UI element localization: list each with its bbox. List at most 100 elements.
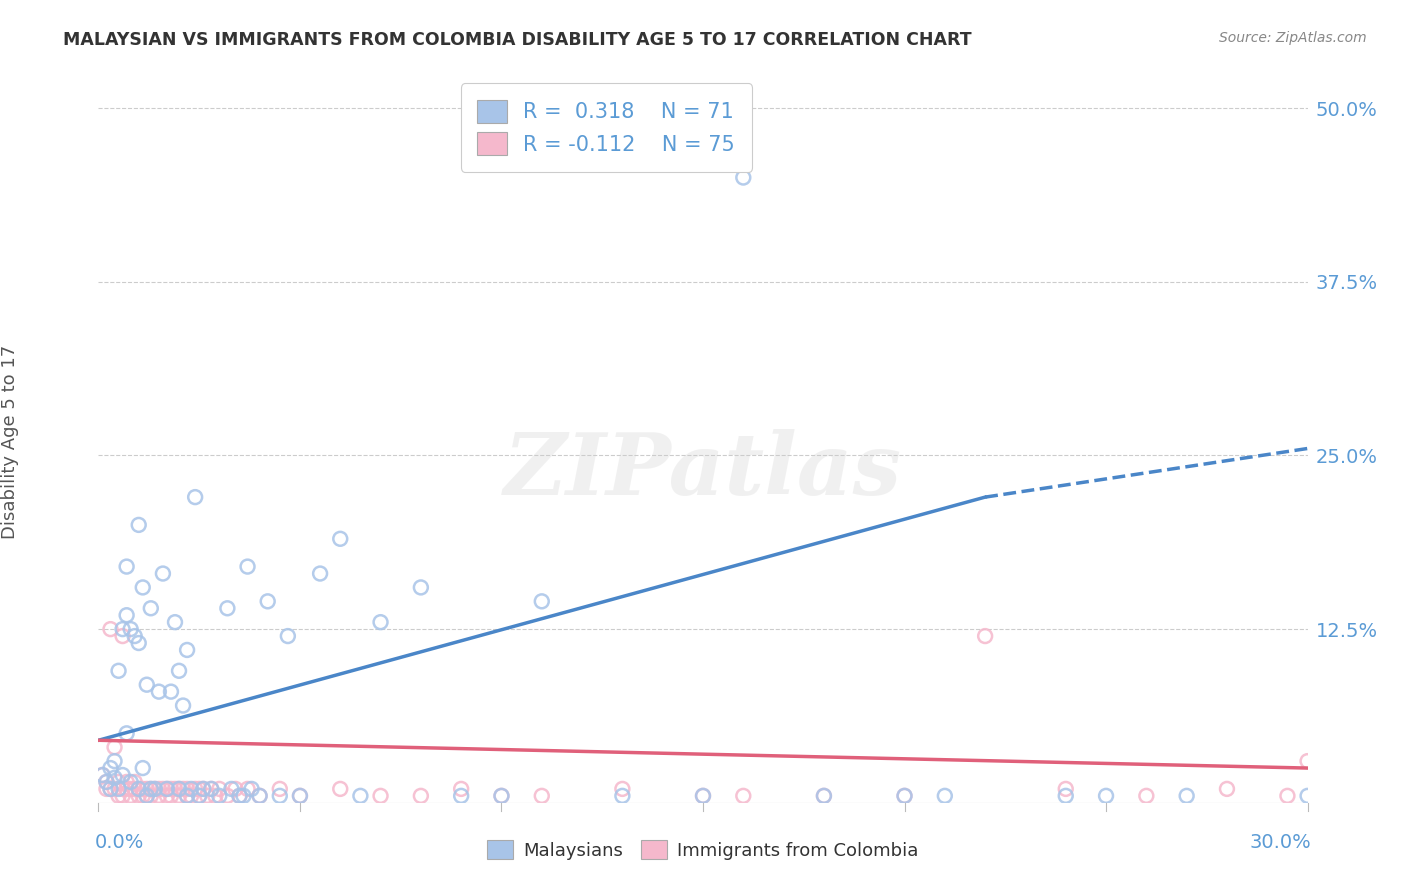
- Point: [217, 601, 239, 615]
- Point: [1054, 789, 1077, 803]
- Point: [160, 789, 183, 803]
- Point: [256, 594, 278, 608]
- Point: [733, 789, 755, 803]
- Point: [115, 726, 138, 740]
- Point: [269, 781, 291, 796]
- Point: [409, 581, 432, 595]
- Point: [193, 781, 215, 796]
- Point: [224, 781, 246, 796]
- Text: 0.0%: 0.0%: [94, 833, 143, 853]
- Point: [107, 789, 129, 803]
- Point: [349, 789, 371, 803]
- Point: [188, 789, 211, 803]
- Point: [232, 789, 254, 803]
- Point: [1095, 789, 1118, 803]
- Point: [188, 789, 211, 803]
- Point: [135, 789, 157, 803]
- Point: [450, 781, 472, 796]
- Point: [1296, 754, 1319, 768]
- Point: [184, 490, 207, 504]
- Point: [329, 781, 352, 796]
- Point: [167, 781, 190, 796]
- Point: [96, 781, 118, 796]
- Point: [692, 789, 714, 803]
- Point: [128, 781, 150, 796]
- Point: [1135, 789, 1157, 803]
- Point: [974, 629, 997, 643]
- Point: [96, 775, 118, 789]
- Point: [193, 781, 215, 796]
- Point: [139, 601, 162, 615]
- Point: [115, 781, 138, 796]
- Point: [409, 789, 432, 803]
- Point: [160, 684, 183, 698]
- Point: [240, 781, 263, 796]
- Point: [180, 781, 202, 796]
- Point: [1054, 781, 1077, 796]
- Point: [329, 532, 352, 546]
- Point: [450, 789, 472, 803]
- Point: [228, 789, 250, 803]
- Point: [217, 789, 239, 803]
- Point: [167, 781, 190, 796]
- Point: [221, 781, 243, 796]
- Point: [195, 789, 218, 803]
- Point: [111, 629, 134, 643]
- Point: [139, 789, 162, 803]
- Point: [288, 789, 311, 803]
- Point: [111, 781, 134, 796]
- Point: [128, 789, 150, 803]
- Point: [152, 566, 174, 581]
- Point: [612, 781, 634, 796]
- Point: [128, 517, 150, 532]
- Point: [96, 775, 118, 789]
- Point: [148, 684, 170, 698]
- Point: [107, 664, 129, 678]
- Point: [733, 170, 755, 185]
- Point: [893, 789, 915, 803]
- Point: [491, 789, 513, 803]
- Point: [167, 789, 190, 803]
- Point: [236, 781, 259, 796]
- Point: [143, 781, 166, 796]
- Text: Source: ZipAtlas.com: Source: ZipAtlas.com: [1219, 31, 1367, 45]
- Point: [148, 789, 170, 803]
- Point: [612, 789, 634, 803]
- Point: [120, 781, 142, 796]
- Point: [176, 789, 198, 803]
- Point: [204, 789, 226, 803]
- Point: [184, 781, 207, 796]
- Point: [152, 781, 174, 796]
- Point: [100, 622, 122, 636]
- Point: [139, 781, 162, 796]
- Point: [120, 775, 142, 789]
- Point: [208, 789, 231, 803]
- Point: [132, 761, 155, 775]
- Point: [115, 775, 138, 789]
- Point: [120, 622, 142, 636]
- Legend: Malaysians, Immigrants from Colombia: Malaysians, Immigrants from Colombia: [479, 832, 927, 867]
- Text: MALAYSIAN VS IMMIGRANTS FROM COLOMBIA DISABILITY AGE 5 TO 17 CORRELATION CHART: MALAYSIAN VS IMMIGRANTS FROM COLOMBIA DI…: [63, 31, 972, 49]
- Point: [893, 789, 915, 803]
- Point: [188, 781, 211, 796]
- Point: [156, 789, 179, 803]
- Point: [180, 789, 202, 803]
- Point: [135, 781, 157, 796]
- Point: [103, 771, 125, 785]
- Point: [1175, 789, 1198, 803]
- Point: [91, 768, 114, 782]
- Point: [172, 698, 194, 713]
- Point: [530, 594, 553, 608]
- Point: [128, 636, 150, 650]
- Point: [156, 781, 179, 796]
- Text: Disability Age 5 to 17: Disability Age 5 to 17: [1, 344, 18, 539]
- Point: [249, 789, 271, 803]
- Point: [124, 775, 146, 789]
- Point: [288, 789, 311, 803]
- Point: [124, 629, 146, 643]
- Point: [277, 629, 299, 643]
- Text: 30.0%: 30.0%: [1250, 833, 1312, 853]
- Text: ZIPatlas: ZIPatlas: [503, 429, 903, 512]
- Point: [115, 559, 138, 574]
- Point: [200, 781, 222, 796]
